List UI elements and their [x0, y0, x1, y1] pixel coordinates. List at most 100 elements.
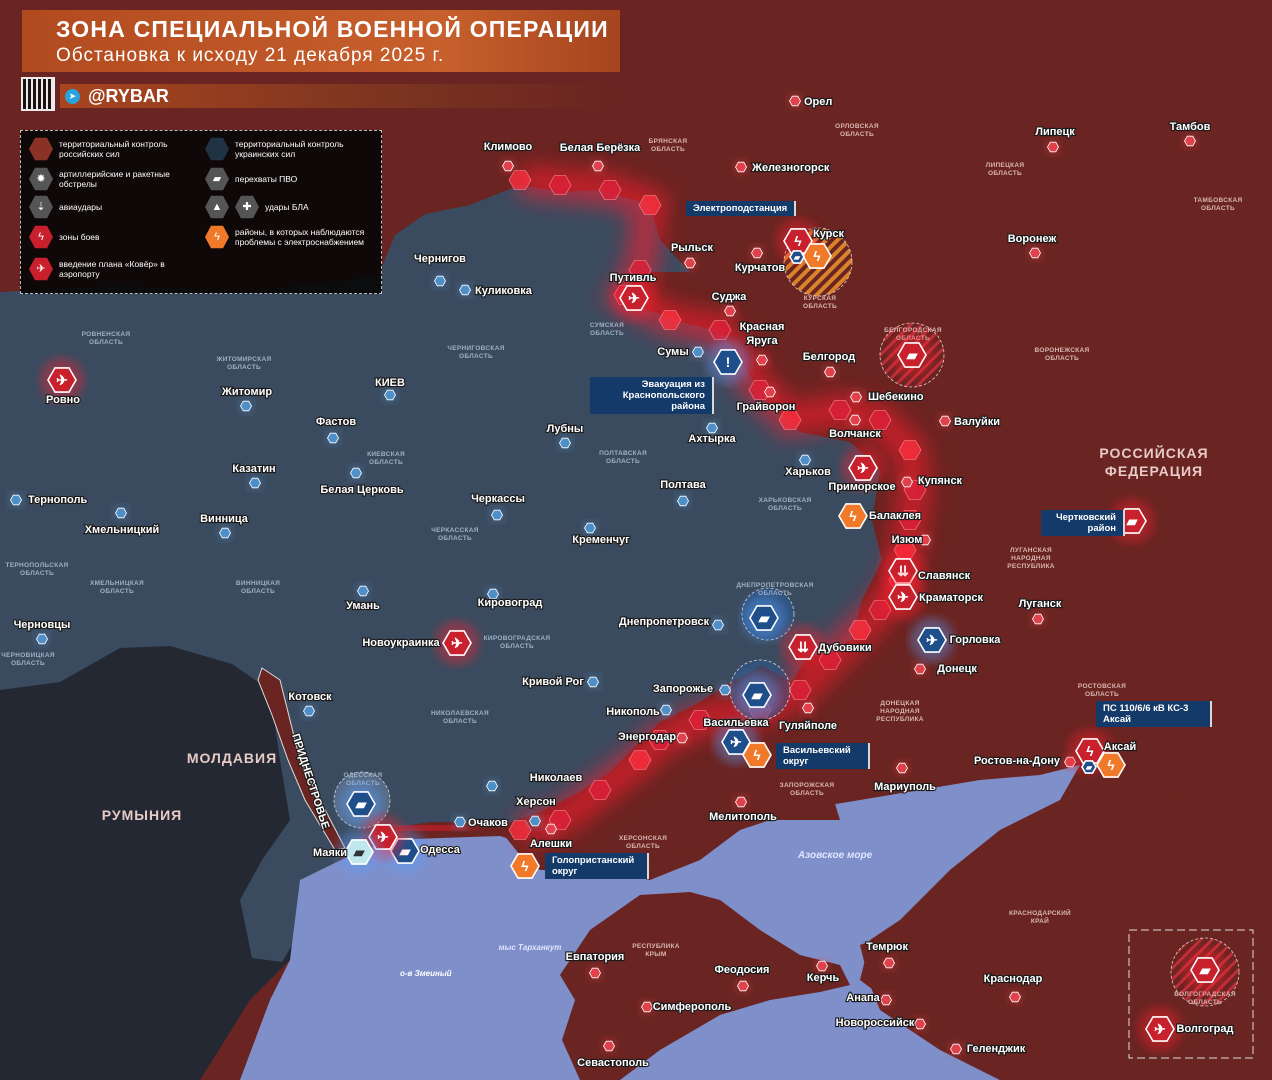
city-pin-icon: [919, 534, 931, 546]
marker-air-defense-icon[interactable]: ▰: [890, 333, 934, 377]
legend-label: введение плана «Ковёр» в аэропорту: [59, 259, 165, 279]
region-label: ХЕРСОНСКАЯ ОБЛАСТЬ: [619, 835, 667, 850]
city-label: Фастов: [316, 416, 357, 428]
city-pin-icon: [764, 386, 776, 398]
city-pin-icon: [756, 354, 768, 366]
city-label: Суджа: [712, 291, 748, 303]
city-pin-icon: [914, 663, 926, 675]
marker-air-defense-icon[interactable]: ▰: [789, 250, 805, 264]
marker-air-defense-icon[interactable]: ▰: [1081, 760, 1097, 774]
marker-alert-icon[interactable]: !: [706, 340, 750, 384]
city-label: Ровно: [46, 394, 80, 406]
city-label: Анапа: [846, 992, 880, 1004]
city-pin-icon: [850, 391, 862, 403]
city-pin-icon: [751, 247, 763, 259]
marker-airplane-icon[interactable]: ✈: [1138, 1007, 1182, 1051]
air-defense-icon: ▰: [793, 253, 801, 262]
combat-hex: [548, 175, 572, 195]
marker-drone-icon[interactable]: ✈: [910, 618, 954, 662]
legend-label: районы, в которых наблюдаются проблемы с…: [235, 227, 365, 247]
city-label: Кировоград: [478, 597, 543, 609]
city-label: Житомир: [221, 386, 272, 398]
air-defense-icon: ▰: [758, 610, 771, 626]
marker-air-defense-icon[interactable]: ▰: [1183, 948, 1227, 992]
city-pin-icon: [384, 389, 396, 401]
region-label: ЧЕРНОВИЦКАЯ ОБЛАСТЬ: [1, 652, 55, 667]
marker-drone-icon[interactable]: ✈: [435, 621, 479, 665]
callout-vasilevka-district: Васильевский округ: [776, 743, 870, 769]
legend-label: территориальный контроль российских сил: [59, 139, 168, 159]
city-label: Белая Церковь: [320, 484, 403, 496]
explosion-icon: ✸: [29, 167, 53, 191]
region-label: ХМЕЛЬНИЦКАЯ ОБЛАСТЬ: [90, 580, 144, 595]
air-defense-icon: ▰: [353, 844, 366, 860]
city-label: Херсон: [516, 796, 556, 808]
marker-drone-icon[interactable]: ✈: [612, 276, 656, 320]
city-label: Винница: [200, 513, 249, 525]
volgograd-inset-frame: [1128, 929, 1254, 1059]
city-label: Черкассы: [471, 493, 525, 505]
combat-hex: [638, 195, 662, 215]
city-pin-icon: [491, 509, 503, 521]
marker-drone-icon[interactable]: ✈: [881, 575, 925, 619]
city-label: Севастополь: [577, 1057, 649, 1069]
marker-air-defense-icon[interactable]: ▰: [742, 596, 786, 640]
city-pin-icon: [712, 619, 724, 631]
city-label: Волгоград: [1177, 1023, 1234, 1035]
marker-power-lightning-icon[interactable]: ϟ: [802, 243, 832, 269]
marker-air-defense-icon[interactable]: ▰: [337, 830, 381, 874]
marker-power-lightning-icon[interactable]: ϟ: [1096, 752, 1126, 778]
region-label: ЗАПОРОЖСКАЯ ОБЛАСТЬ: [780, 782, 835, 797]
city-pin-icon: [677, 495, 689, 507]
city-label: Белая Берёзка: [560, 142, 641, 154]
power-lightning-icon: ϟ: [521, 858, 529, 874]
page-title: ЗОНА СПЕЦИАЛЬНОЙ ВОЕННОЙ ОПЕРАЦИИ: [56, 16, 609, 42]
region-label: ДНЕПРОПЕТРОВСКАЯ ОБЛАСТЬ: [736, 582, 813, 597]
region-label: ВОРОНЕЖСКАЯ ОБЛАСТЬ: [1035, 347, 1090, 362]
country-label: РУМЫНИЯ: [102, 807, 182, 823]
legend-label: авиаудары: [59, 202, 103, 212]
city-label: Грайворон: [737, 401, 796, 413]
city-label: Климово: [484, 141, 533, 153]
region-label: ДОНЕЦКАЯ НАРОДНАЯ РЕСПУБЛИКА: [876, 700, 923, 723]
drone-icon: ✈: [56, 372, 68, 388]
air-defense-icon: ▰: [1085, 763, 1093, 772]
country-label: РОССИЙСКАЯ ФЕДЕРАЦИЯ: [1099, 444, 1208, 479]
lightning-icon: ϟ: [29, 225, 53, 249]
city-label: Васильевка: [703, 717, 769, 729]
city-label: Шебекино: [868, 391, 924, 403]
marker-power-lightning-icon[interactable]: ϟ: [510, 853, 540, 879]
city-label: Липецк: [1035, 126, 1075, 138]
city-label: Мелитополь: [709, 811, 777, 823]
marker-air-defense-icon[interactable]: ▰: [735, 673, 779, 717]
ukrainian-control-hex: [205, 137, 229, 161]
marker-drone-icon[interactable]: ✈: [40, 358, 84, 402]
city-pin-icon: [1029, 247, 1041, 259]
city-pin-icon: [115, 507, 127, 519]
combat-hex: [508, 820, 532, 840]
city-labels: Орел Липецк Тамбов Климово Белая Берёзка Желе…: [12, 95, 1234, 1070]
city-pin-icon: [10, 494, 22, 506]
combat-hex: [648, 730, 672, 750]
city-label: Алешки: [530, 838, 572, 850]
combat-hex: [508, 170, 532, 190]
marker-air-defense-icon[interactable]: ▰: [339, 782, 383, 826]
marker-drone-icon[interactable]: ✈: [841, 446, 885, 490]
legend-label: перехваты ПВО: [235, 174, 298, 184]
city-label: Краматорск: [919, 592, 983, 604]
marker-bombs-icon[interactable]: ⇊: [781, 625, 825, 669]
legend-label: территориальный контроль украинских сил: [235, 139, 344, 159]
city-pin-icon: [587, 676, 599, 688]
drone-icon: ✈: [628, 290, 640, 306]
qr-code-icon: [21, 77, 55, 111]
city-label: Маяки: [313, 847, 347, 859]
marker-power-lightning-icon[interactable]: ϟ: [742, 742, 772, 768]
alert-icon: !: [726, 354, 731, 370]
city-pin-icon: [219, 527, 231, 539]
city-label: Темрюк: [866, 941, 908, 953]
city-label: Курчатов: [735, 262, 786, 274]
event-markers: ϟϟ▰▰✈!✈✈ϟ⇊✈✈⇊▰▰✈ϟ✈▰▰✈▰ϟ▰ϟϟ▰▰✈: [40, 219, 1227, 1051]
city-label: Новороссийск: [836, 1017, 915, 1029]
legend-item: ✈ введение плана «Ковёр» в аэропорту: [29, 257, 194, 281]
marker-power-lightning-icon[interactable]: ϟ: [838, 503, 868, 529]
